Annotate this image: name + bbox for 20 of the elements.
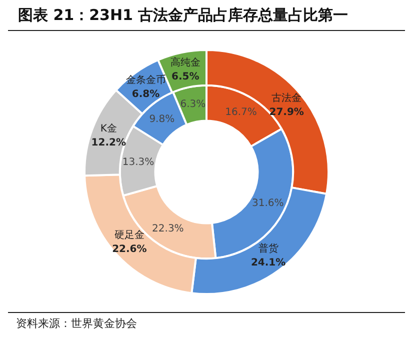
slice-label: 古法金 <box>272 92 302 104</box>
data-label: 31.6% <box>252 198 284 209</box>
data-label: 24.1% <box>250 258 286 269</box>
slice-label: 硬足金 <box>114 228 144 241</box>
data-label: 6.8% <box>132 88 160 100</box>
slice-label: 金条金币 <box>126 74 166 86</box>
data-label: 13.3% <box>122 156 154 168</box>
data-label: 9.8% <box>149 114 175 126</box>
slice-label: K金 <box>100 122 117 135</box>
data-label: 16.7% <box>225 106 257 118</box>
data-label: 22.6% <box>112 244 147 255</box>
data-label: 12.2% <box>91 138 126 149</box>
data-label: 6.3% <box>180 99 206 110</box>
text: 资料来源：世界黄金协会 <box>16 316 137 331</box>
slice-label: 高纯金 <box>170 56 200 68</box>
slice-label: 普货 <box>258 242 278 255</box>
data-label: 27.9% <box>269 106 304 118</box>
data-label: 22.3% <box>152 224 184 235</box>
data-label: 6.5% <box>172 71 200 82</box>
chart-title: 图表 21：23H1 古法金产品占库存总量占比第一 <box>18 6 348 25</box>
